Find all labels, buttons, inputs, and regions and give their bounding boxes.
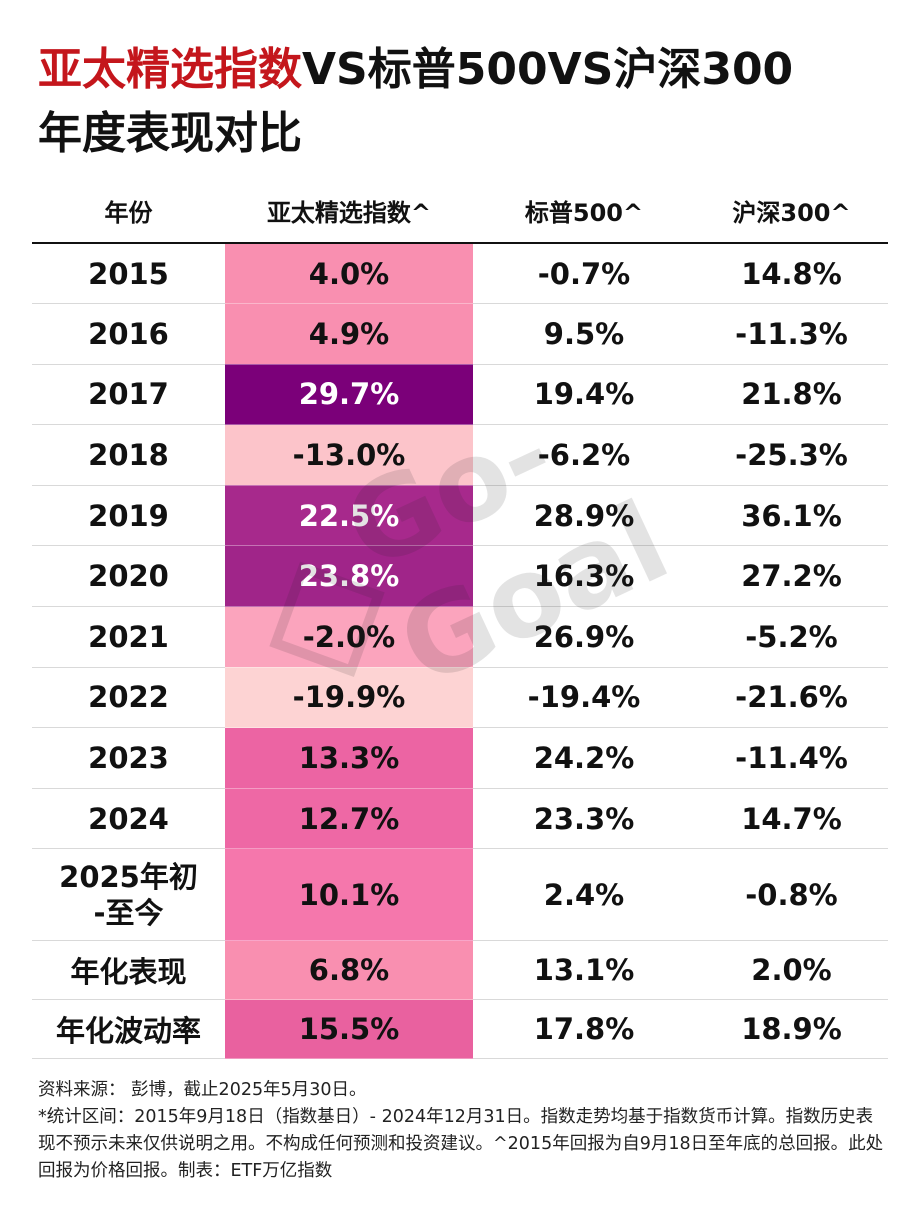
cell-apac: 10.1%: [225, 848, 473, 942]
cell-year: 2015: [32, 243, 225, 305]
cell-year: 2022: [32, 667, 225, 729]
cell-apac: 23.8%: [225, 545, 473, 608]
cell-apac: 22.5%: [225, 485, 473, 547]
cell-apac: 13.3%: [225, 727, 473, 789]
cell-apac: -2.0%: [225, 606, 473, 668]
cell-year: 2021: [32, 606, 225, 668]
header-csi300: 沪深300^: [695, 178, 888, 244]
cell-sp500: 19.4%: [473, 364, 695, 426]
title-rest: VS标普500VS沪深300: [302, 44, 794, 95]
cell-csi300: -0.8%: [695, 848, 888, 942]
performance-table: 年份 亚太精选指数^ 标普500^ 沪深300^ 2015 4.0% -0.7% 14…: [32, 178, 888, 1060]
cell-year: 2025年初 -至今: [32, 848, 225, 942]
cell-apac: -13.0%: [225, 424, 473, 486]
cell-year: 2016: [32, 303, 225, 365]
cell-sp500: 16.3%: [473, 545, 695, 608]
title-highlight: 亚太精选指数: [38, 44, 302, 95]
cell-apac: 29.7%: [225, 364, 473, 426]
table-row: 2022 -19.9% -19.4% -21.6%: [32, 667, 888, 729]
footnotes: 资料来源： 彭博，截止2025年5月30日。 *统计区间：2015年9月18日（…: [38, 1077, 884, 1185]
cell-csi300: 27.2%: [695, 545, 888, 608]
table-row: 2020 23.8% 16.3% 27.2%: [32, 545, 888, 608]
cell-csi300: -11.3%: [695, 303, 888, 365]
table-row: 2024 12.7% 23.3% 14.7%: [32, 788, 888, 850]
cell-csi300: 21.8%: [695, 364, 888, 426]
title-line2: 年度表现对比: [38, 108, 302, 159]
cell-sp500: 24.2%: [473, 727, 695, 789]
table-body: 2015 4.0% -0.7% 14.8% 2016 4.9% 9.5% -11.3% 2017…: [32, 243, 888, 1060]
cell-year: 2020: [32, 545, 225, 608]
cell-year: 2019: [32, 485, 225, 547]
table-row: 2021 -2.0% 26.9% -5.2%: [32, 606, 888, 668]
cell-sp500: 17.8%: [473, 999, 695, 1060]
cell-csi300: -21.6%: [695, 667, 888, 729]
cell-csi300: 14.7%: [695, 788, 888, 850]
year-line2: -至今: [93, 895, 164, 930]
cell-apac: 6.8%: [225, 940, 473, 1001]
table-row: 2025年初 -至今 10.1% 2.4% -0.8%: [32, 848, 888, 942]
table-row: 2015 4.0% -0.7% 14.8%: [32, 243, 888, 305]
cell-year: 2024: [32, 788, 225, 850]
cell-csi300: -25.3%: [695, 424, 888, 486]
cell-apac: -19.9%: [225, 667, 473, 729]
header-sp500: 标普500^: [473, 178, 695, 244]
cell-sp500: 13.1%: [473, 940, 695, 1001]
footnote-source: 资料来源： 彭博，截止2025年5月30日。: [38, 1080, 367, 1100]
cell-csi300: 36.1%: [695, 485, 888, 547]
cell-sp500: 26.9%: [473, 606, 695, 668]
cell-sp500: 9.5%: [473, 303, 695, 365]
table-header-row: 年份 亚太精选指数^ 标普500^ 沪深300^: [32, 178, 888, 244]
cell-csi300: -11.4%: [695, 727, 888, 789]
cell-sp500: -6.2%: [473, 424, 695, 486]
cell-year: 2017: [32, 364, 225, 426]
cell-year: 年化表现: [32, 940, 225, 1001]
cell-sp500: -0.7%: [473, 243, 695, 305]
cell-sp500: 28.9%: [473, 485, 695, 547]
table-row: 2019 22.5% 28.9% 36.1%: [32, 485, 888, 547]
cell-apac: 15.5%: [225, 999, 473, 1060]
table-row: 2016 4.9% 9.5% -11.3%: [32, 303, 888, 365]
cell-sp500: -19.4%: [473, 667, 695, 729]
table-row: 2018 -13.0% -6.2% -25.3%: [32, 424, 888, 486]
cell-year: 年化波动率: [32, 999, 225, 1060]
cell-year: 2023: [32, 727, 225, 789]
cell-year: 2018: [32, 424, 225, 486]
footnote-notes: *统计区间：2015年9月18日（指数基日）- 2024年12月31日。指数走势…: [38, 1107, 884, 1181]
table-row: 2017 29.7% 19.4% 21.8%: [32, 364, 888, 426]
cell-csi300: 2.0%: [695, 940, 888, 1001]
cell-csi300: 14.8%: [695, 243, 888, 305]
table-row: 2023 13.3% 24.2% -11.4%: [32, 727, 888, 789]
table-row: 年化表现 6.8% 13.1% 2.0%: [32, 940, 888, 1001]
table-row: 年化波动率 15.5% 17.8% 18.9%: [32, 999, 888, 1060]
cell-apac: 12.7%: [225, 788, 473, 850]
year-line1: 2025年初: [59, 859, 198, 894]
cell-sp500: 23.3%: [473, 788, 695, 850]
cell-apac: 4.9%: [225, 303, 473, 365]
cell-apac: 4.0%: [225, 243, 473, 305]
header-apac: 亚太精选指数^: [225, 178, 473, 244]
header-year: 年份: [32, 178, 225, 244]
cell-csi300: 18.9%: [695, 999, 888, 1060]
cell-csi300: -5.2%: [695, 606, 888, 668]
page-title: 亚太精选指数VS标普500VS沪深300 年度表现对比: [38, 38, 898, 166]
cell-sp500: 2.4%: [473, 848, 695, 942]
